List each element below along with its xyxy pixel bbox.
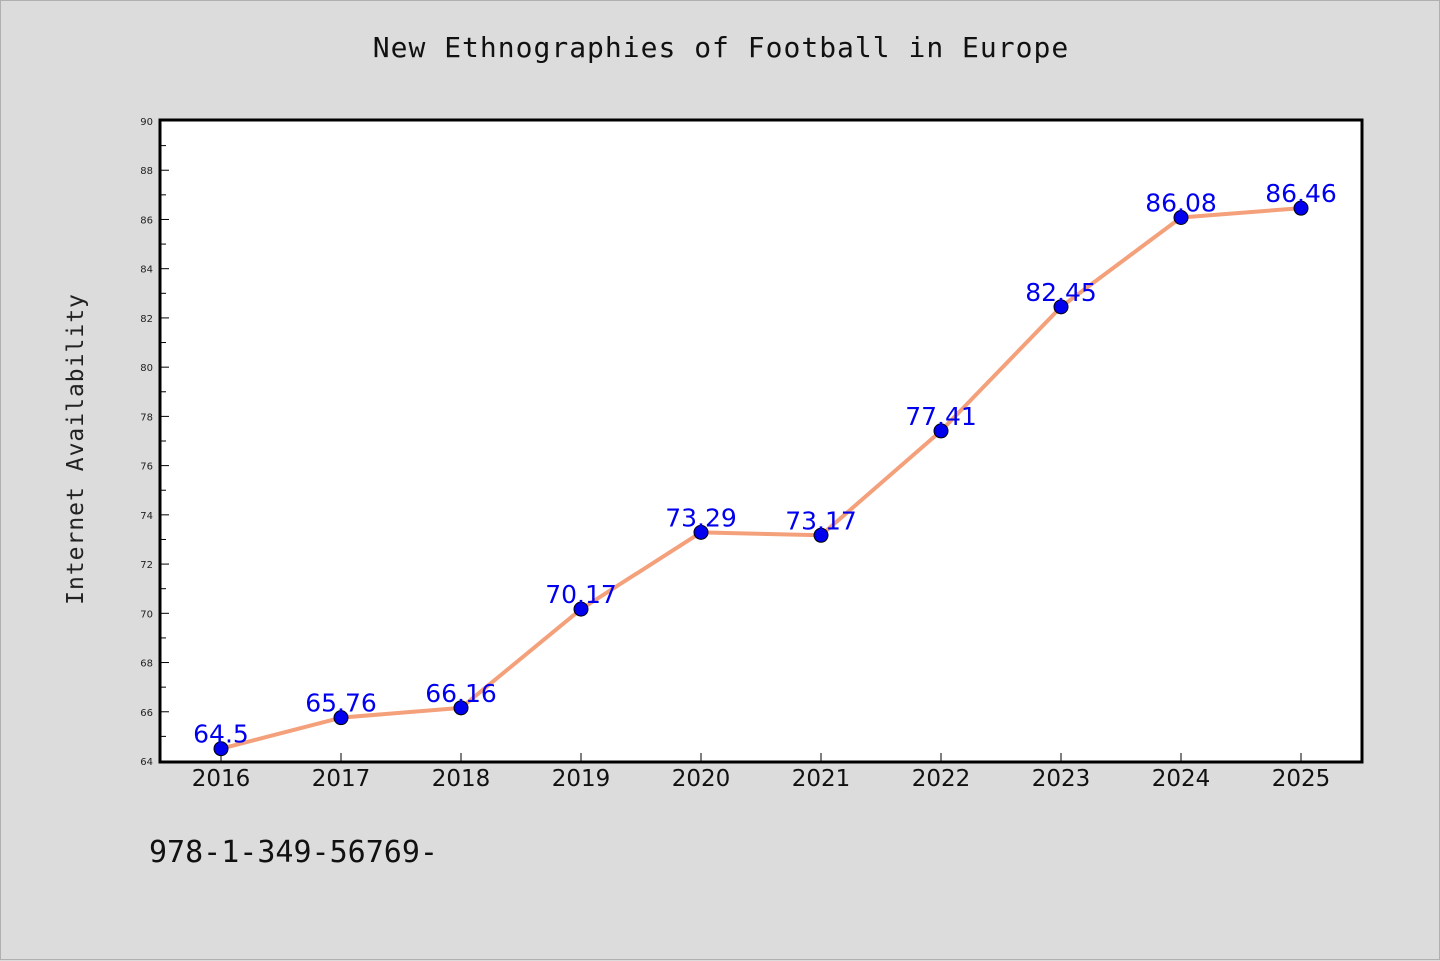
series-markers-group (213, 200, 1309, 757)
y-tick-label: 64 (140, 757, 153, 768)
y-tick-label: 86 (140, 215, 153, 226)
x-axis-ticks: 2016 2017 2018 2019 2020 2021 2022 2023 2024 2025 (192, 753, 1331, 792)
data-point (573, 601, 589, 617)
data-label: 86.08 (1145, 188, 1217, 217)
series-line-group (220, 206, 1302, 751)
y-tick-label: 78 (140, 412, 153, 423)
data-label: 73.29 (665, 503, 737, 532)
x-tick-label: 2025 (1272, 766, 1331, 792)
x-tick-label: 2024 (1152, 766, 1211, 792)
y-tick-label: 90 (140, 117, 153, 128)
data-label: 70.17 (545, 580, 617, 609)
footer-code: 978-1-349-56769- (149, 835, 438, 870)
y-tick-label: 70 (140, 609, 153, 620)
data-point (1173, 209, 1189, 225)
x-tick-label: 2019 (552, 766, 611, 792)
data-labels-group: 64.5 65.76 66.16 70.17 73.29 73.17 77.41 82.45 8… (193, 179, 1337, 749)
data-point (453, 700, 469, 716)
y-tick-label: 76 (140, 462, 153, 473)
data-point (933, 423, 949, 439)
x-tick-label: 2022 (912, 766, 971, 792)
data-label: 65.76 (305, 689, 377, 718)
x-tick-label: 2018 (432, 766, 491, 792)
data-label: 77.41 (905, 402, 977, 431)
y-tick-label: 68 (140, 659, 153, 670)
y-tick-label: 66 (140, 708, 153, 719)
data-point (1053, 299, 1069, 315)
data-label: 66.16 (425, 679, 497, 708)
y-tick-label: 72 (140, 560, 153, 571)
data-point (333, 710, 349, 726)
chart-title: New Ethnographies of Football in Europe (372, 31, 1070, 64)
x-tick-label: 2023 (1032, 766, 1091, 792)
series-line (220, 206, 1302, 751)
x-tick-label: 2017 (312, 766, 371, 792)
data-point (693, 524, 709, 540)
data-point (213, 741, 229, 757)
y-tick-label: 80 (140, 363, 153, 374)
x-tick-label: 2020 (672, 766, 731, 792)
y-tick-label: 82 (140, 314, 153, 325)
y-axis-ticks: 64 66 68 70 72 74 76 78 80 82 84 86 88 90 (140, 117, 169, 768)
data-label: 73.17 (785, 506, 857, 535)
y-tick-label: 88 (140, 166, 153, 177)
plot-area (158, 118, 1364, 764)
data-label: 86.46 (1265, 179, 1337, 208)
data-label: 64.5 (193, 720, 249, 749)
data-label: 82.45 (1025, 278, 1097, 307)
data-point (813, 527, 829, 543)
y-tick-label: 74 (140, 511, 153, 522)
x-tick-label: 2021 (792, 766, 851, 792)
data-point (1293, 200, 1309, 216)
x-tick-label: 2016 (192, 766, 251, 792)
y-tick-label: 84 (140, 265, 153, 276)
